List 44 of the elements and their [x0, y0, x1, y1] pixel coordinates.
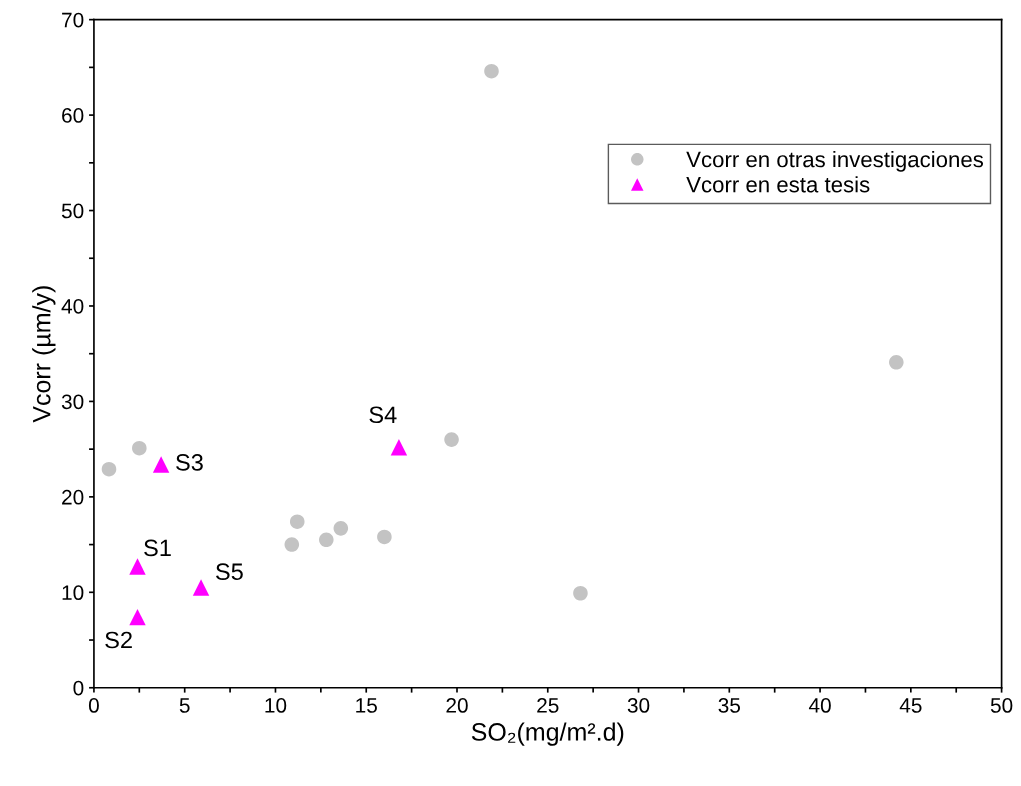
y-tick-label: 0 [73, 680, 84, 696]
y-axis-title: Vcorr (µm/y) [32, 286, 56, 423]
x-tick-label: 20 [446, 698, 468, 713]
point [132, 440, 147, 456]
y-tick-label: 50 [61, 203, 84, 219]
annotation: S3 [176, 454, 203, 471]
point [101, 461, 117, 477]
x-tick-label: 30 [627, 698, 650, 713]
point [444, 432, 459, 447]
x-tick-label: 10 [265, 698, 287, 713]
annotation: S1 [144, 539, 171, 557]
point [484, 63, 499, 79]
point [889, 355, 904, 370]
legend-label: Vcorr en otras investigaciones [686, 151, 984, 172]
point [192, 579, 210, 596]
point [129, 558, 146, 575]
point [289, 514, 305, 529]
y-tick-label: 20 [62, 489, 84, 505]
x-tick-label: 25 [537, 698, 559, 713]
y-tick-label: 10 [62, 585, 84, 601]
x-tick-label: 50 [990, 698, 1013, 713]
point [377, 529, 392, 545]
point [333, 521, 349, 536]
annotation: S2 [105, 631, 132, 649]
point [152, 456, 170, 473]
point [284, 537, 300, 552]
point [573, 585, 588, 601]
x-tick-label: 5 [179, 698, 190, 713]
annotation: S5 [216, 563, 243, 581]
point [319, 532, 334, 548]
x-axis-title: SO₂(mg/m².d) [471, 722, 624, 746]
x-tick-label: 15 [356, 698, 377, 713]
y-tick-label: 30 [61, 394, 84, 410]
y-tick-label: 70 [62, 12, 84, 28]
x-tick-label: 40 [808, 698, 831, 713]
annotation: S4 [369, 406, 397, 424]
x-tick-label: 35 [718, 698, 741, 713]
legend-label: Vcorr en esta tesis [686, 176, 870, 193]
point [129, 608, 146, 626]
y-tick-label: 60 [62, 108, 84, 123]
x-tick-label: 0 [88, 698, 99, 713]
point [390, 439, 408, 456]
y-tick-label: 40 [61, 298, 84, 314]
x-tick-label: 45 [899, 698, 922, 713]
